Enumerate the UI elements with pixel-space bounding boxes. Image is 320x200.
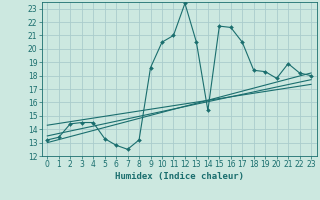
X-axis label: Humidex (Indice chaleur): Humidex (Indice chaleur)	[115, 172, 244, 181]
